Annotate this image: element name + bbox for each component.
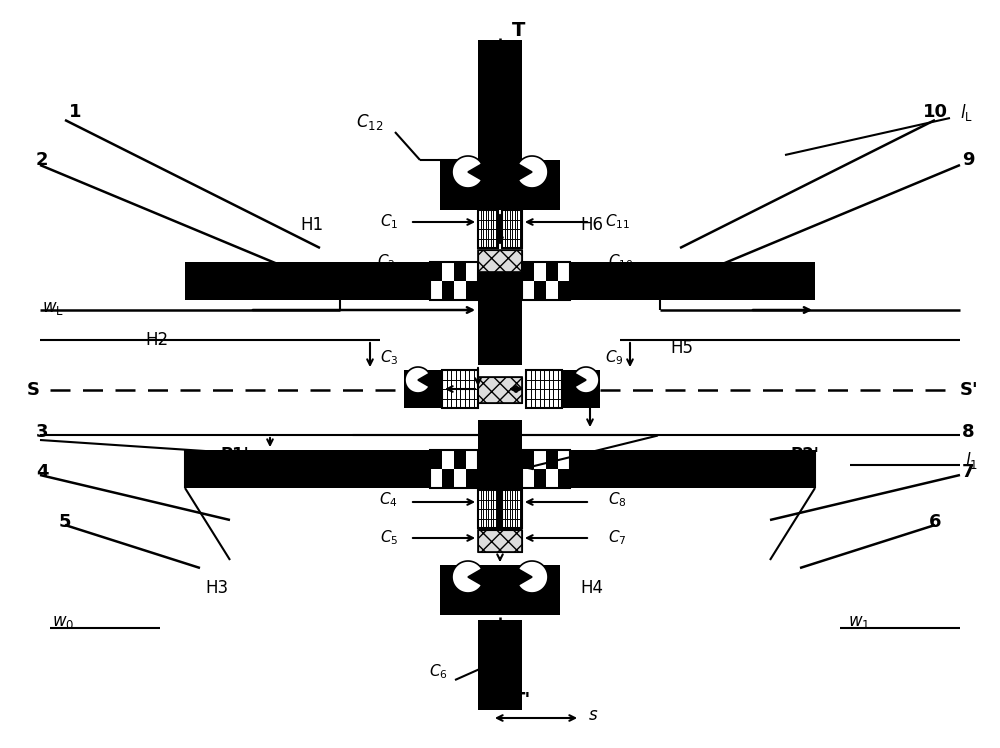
Text: $C_1$: $C_1$ (380, 212, 398, 231)
Bar (185, 450, 478, 488)
Text: $C_9$: $C_9$ (605, 349, 624, 367)
Text: $l_1$: $l_1$ (965, 450, 978, 470)
Bar (478, 377, 522, 403)
Text: P1: P1 (220, 263, 244, 281)
Text: $s$: $s$ (588, 706, 598, 724)
Text: S: S (27, 381, 40, 399)
Text: T': T' (512, 690, 531, 710)
Bar (185, 262, 478, 300)
Bar (478, 250, 522, 272)
Bar (534, 281, 546, 300)
Bar (522, 262, 534, 281)
Text: 7: 7 (962, 463, 974, 481)
Polygon shape (405, 367, 429, 393)
Bar (478, 175, 522, 255)
Bar (430, 450, 442, 469)
Text: $C_4$: $C_4$ (379, 491, 398, 509)
Text: 2: 2 (36, 151, 48, 169)
Bar (558, 281, 570, 300)
Text: $w_0$: $w_0$ (52, 613, 74, 631)
Bar (522, 262, 815, 300)
Text: 9: 9 (962, 151, 974, 169)
Text: 3: 3 (36, 423, 48, 441)
Text: $C_7$: $C_7$ (608, 529, 627, 548)
Bar (502, 490, 522, 528)
Text: $C_5$: $C_5$ (380, 529, 398, 548)
Text: $C_{10}$: $C_{10}$ (608, 253, 634, 272)
Text: 8: 8 (962, 423, 975, 441)
Bar (522, 450, 570, 488)
Bar (478, 530, 522, 552)
Bar (546, 262, 558, 281)
Polygon shape (518, 156, 548, 188)
Bar (522, 450, 815, 488)
Text: T: T (512, 20, 525, 40)
Bar (440, 160, 560, 210)
Text: P2: P2 (790, 263, 814, 281)
Text: 5: 5 (59, 513, 71, 531)
Bar (454, 450, 466, 469)
Text: P1': P1' (220, 446, 249, 464)
Bar (440, 565, 560, 615)
Bar (442, 370, 478, 408)
Text: $C_{12}$: $C_{12}$ (356, 112, 383, 132)
Bar (404, 370, 442, 408)
Text: $C_8$: $C_8$ (608, 491, 627, 509)
Bar (430, 262, 478, 300)
Bar (478, 530, 522, 552)
Bar (522, 262, 570, 300)
Bar (442, 469, 454, 488)
Bar (430, 262, 442, 281)
Polygon shape (575, 367, 599, 393)
Text: 6: 6 (929, 513, 941, 531)
Bar (478, 40, 522, 710)
Text: $w_\mathrm{L}$: $w_\mathrm{L}$ (42, 299, 64, 317)
Bar (442, 281, 454, 300)
Bar (478, 540, 522, 620)
Bar (466, 469, 478, 488)
Bar (526, 370, 562, 408)
Text: 4: 4 (36, 463, 48, 481)
Bar (562, 370, 600, 408)
Text: P2': P2' (790, 446, 819, 464)
Text: H5: H5 (670, 339, 693, 357)
Polygon shape (452, 156, 482, 188)
Polygon shape (518, 561, 548, 593)
Bar (534, 469, 546, 488)
Text: H2: H2 (145, 331, 168, 349)
Text: H1: H1 (300, 216, 323, 234)
Bar (454, 262, 466, 281)
Text: $C_6$: $C_6$ (429, 663, 448, 681)
Bar (478, 377, 522, 403)
Text: $C_{11}$: $C_{11}$ (605, 212, 630, 231)
Text: $C_3$: $C_3$ (380, 349, 399, 367)
Bar (558, 469, 570, 488)
Text: $w_1$: $w_1$ (848, 613, 870, 631)
Bar (430, 450, 478, 488)
Bar (502, 210, 522, 248)
Text: H4: H4 (580, 579, 603, 597)
Text: 10: 10 (922, 103, 948, 121)
Text: $l_\mathrm{L}$: $l_\mathrm{L}$ (960, 102, 973, 123)
Bar (522, 450, 534, 469)
Bar (478, 210, 498, 248)
Text: S': S' (960, 381, 979, 399)
Polygon shape (452, 561, 482, 593)
Bar (546, 450, 558, 469)
Bar (478, 250, 522, 272)
Text: H3: H3 (205, 579, 228, 597)
Bar (478, 365, 522, 420)
Text: 1: 1 (69, 103, 81, 121)
Bar (478, 490, 498, 528)
Text: H6: H6 (580, 216, 603, 234)
Bar (466, 281, 478, 300)
Text: $C_2$: $C_2$ (377, 253, 395, 272)
